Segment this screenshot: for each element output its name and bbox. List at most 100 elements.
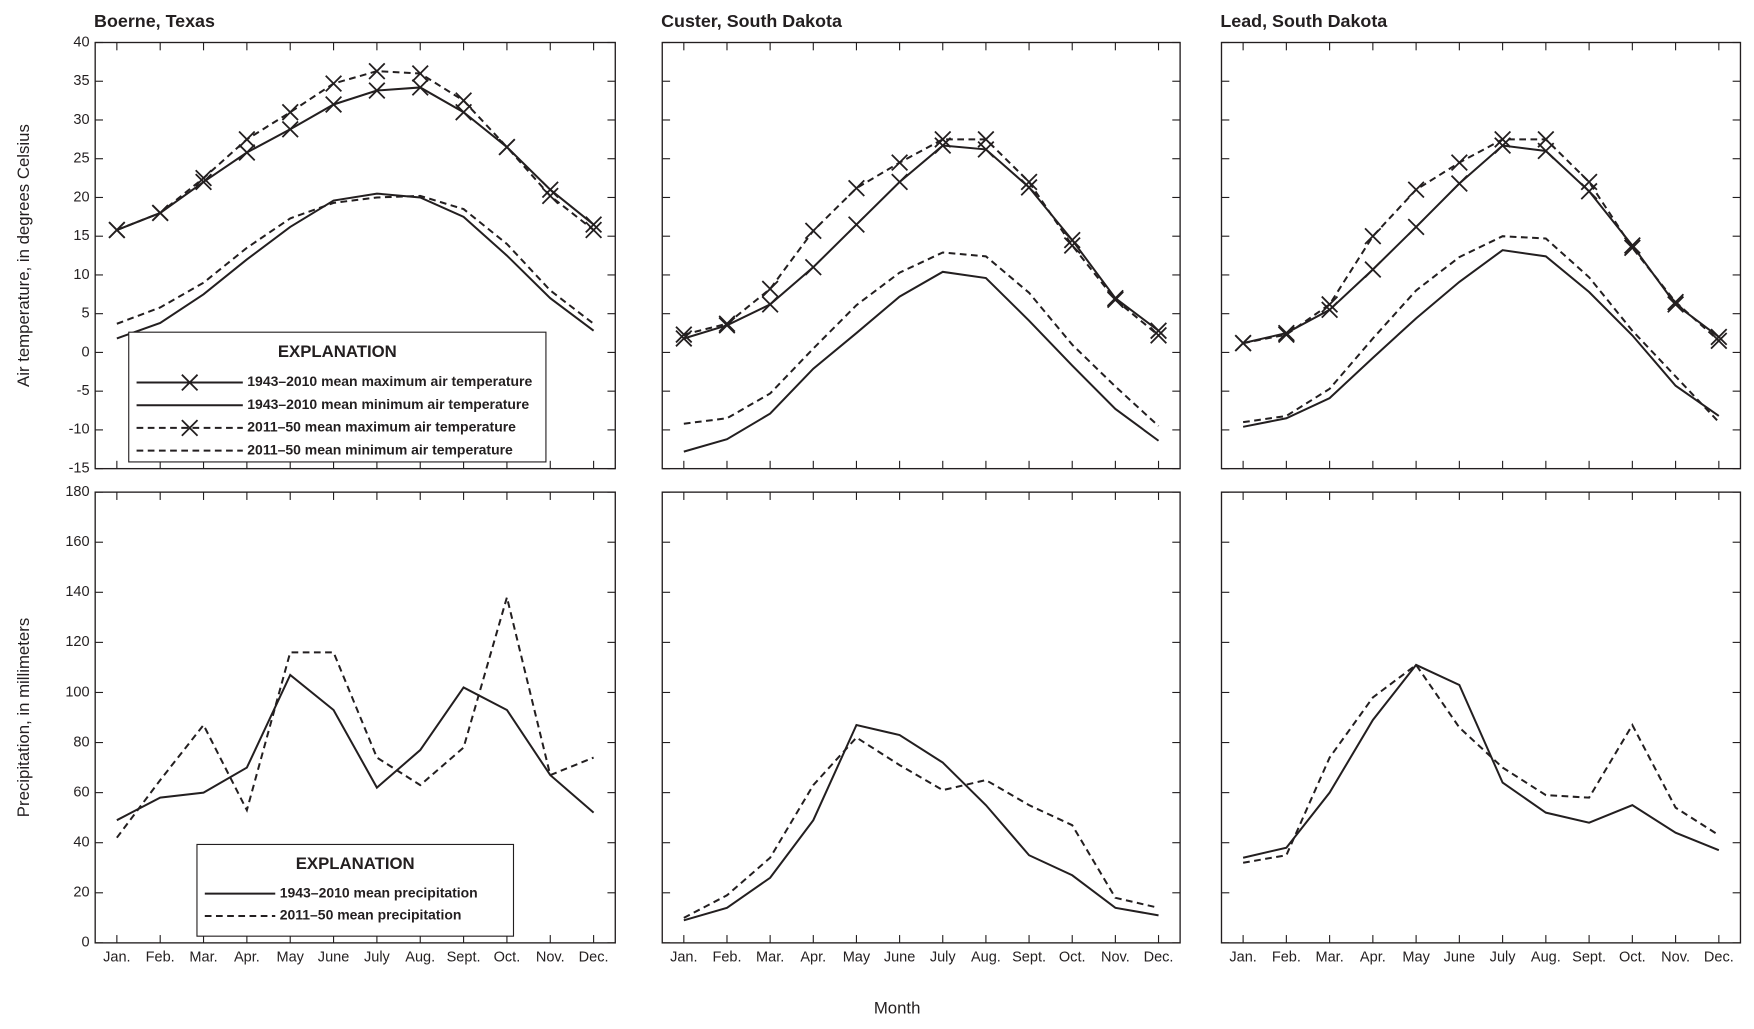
panel: Boerne, Texas -15 -10 -5 0 5 10 15 20 25 30 35 40 Air…	[14, 11, 616, 476]
marker	[1580, 182, 1598, 200]
marker	[238, 144, 256, 161]
marker	[1063, 237, 1081, 254]
series-line	[683, 138, 1160, 337]
marker	[1667, 295, 1685, 313]
marker	[411, 65, 429, 82]
marker	[761, 280, 779, 298]
x-tick-label: Feb.	[712, 949, 741, 965]
marker	[368, 62, 386, 80]
x-tick-label: Aug.	[971, 949, 1001, 965]
series-line	[1242, 663, 1720, 864]
legend-label: 2011–50 mean maximum air temperature	[247, 419, 516, 435]
marker	[1494, 137, 1512, 155]
plot-frame	[1220, 491, 1742, 944]
marker	[195, 173, 212, 191]
x-tick-label: Oct.	[1619, 949, 1646, 965]
x-tick-label: Sept.	[447, 949, 481, 965]
x-tick-label: Dec.	[579, 949, 609, 965]
legend-box	[128, 331, 547, 463]
marker	[1277, 326, 1295, 344]
legend-box	[196, 843, 515, 937]
x-tick-label: Feb.	[1272, 949, 1301, 965]
x-tick-label: May	[1402, 949, 1430, 965]
marker	[1407, 218, 1425, 236]
y-axis-label: Air temperature, in degrees Celsius	[14, 124, 33, 387]
legend-marker	[181, 374, 199, 391]
marker	[718, 315, 736, 333]
x-tick-label: July	[364, 949, 391, 965]
marker	[368, 82, 386, 100]
x-tick-label: Apr.	[1360, 949, 1386, 965]
series-line	[1242, 144, 1720, 345]
y-tick-label: 180	[65, 484, 89, 500]
marker	[325, 96, 343, 113]
y-tick-label: 160	[65, 534, 89, 550]
legend-title: EXPLANATION	[296, 854, 415, 873]
marker	[1450, 154, 1468, 172]
marker	[411, 78, 429, 96]
marker	[281, 103, 299, 121]
marker	[675, 326, 693, 344]
x-tick-label: Jan.	[1229, 949, 1256, 965]
panel: Custer, South Dakota	[661, 11, 1181, 470]
y-tick-label: 15	[73, 228, 89, 244]
marker	[1106, 291, 1124, 309]
x-tick-label: Oct.	[1059, 949, 1086, 965]
x-tick-label: Aug.	[405, 949, 435, 965]
x-tick-label: Mar.	[189, 949, 217, 965]
marker	[891, 173, 909, 191]
y-tick-label: 60	[73, 784, 89, 800]
marker	[1234, 334, 1252, 352]
x-tick-label: Sept.	[1012, 949, 1046, 965]
marker	[934, 130, 952, 148]
marker	[1364, 261, 1382, 278]
plot-frame	[94, 41, 616, 470]
marker	[1020, 173, 1038, 191]
marker	[498, 138, 516, 156]
x-tick-label: Dec.	[1704, 949, 1734, 965]
series-line	[116, 673, 595, 822]
x-tick-label: Mar.	[1315, 949, 1343, 965]
x-tick-label: Oct.	[494, 949, 521, 965]
marker	[151, 204, 169, 222]
marker	[1277, 324, 1295, 342]
y-tick-label: 120	[65, 634, 89, 650]
y-axis-label: Precipitation, in millimeters	[14, 618, 33, 817]
x-tick-label: June	[318, 949, 350, 965]
series-line	[683, 144, 1160, 340]
y-tick-label: 0	[81, 344, 89, 360]
series-line	[1242, 663, 1720, 859]
y-tick-label: 25	[73, 151, 89, 167]
x-axis-label: Month	[874, 998, 921, 1017]
marker	[1623, 239, 1641, 257]
marker	[891, 154, 909, 172]
panel: Jan. Feb. Mar. Apr. May June July Aug. Sept. Oct.…	[1220, 491, 1742, 965]
x-tick-label: Nov.	[1101, 949, 1130, 965]
series-line	[1242, 235, 1720, 424]
x-tick-label: June	[884, 949, 916, 965]
y-tick-label: 0	[81, 935, 89, 951]
marker	[761, 295, 779, 313]
marker	[804, 222, 822, 240]
y-tick-label: 20	[73, 189, 89, 205]
legend-label: 2011–50 mean minimum air temperature	[247, 441, 513, 457]
marker	[1710, 328, 1728, 346]
plot-frame	[661, 41, 1181, 470]
series-line	[683, 736, 1159, 919]
y-tick-label: 40	[73, 835, 89, 851]
y-tick-label: 35	[73, 73, 89, 89]
x-tick-label: Apr.	[800, 949, 826, 965]
marker	[108, 221, 126, 239]
x-tick-label: Mar.	[756, 949, 784, 965]
legend-label: 1943–2010 mean maximum air temperature	[247, 373, 532, 389]
y-tick-label: 40	[73, 34, 89, 50]
y-tick-label: -10	[69, 422, 90, 438]
y-tick-label: 80	[73, 734, 89, 750]
marker	[1063, 231, 1081, 249]
marker	[1321, 295, 1339, 313]
legend: EXPLANATION 1943–2010 mean precipitation 2…	[196, 843, 515, 937]
series-line	[116, 86, 595, 231]
x-tick-label: Sept.	[1572, 949, 1606, 965]
